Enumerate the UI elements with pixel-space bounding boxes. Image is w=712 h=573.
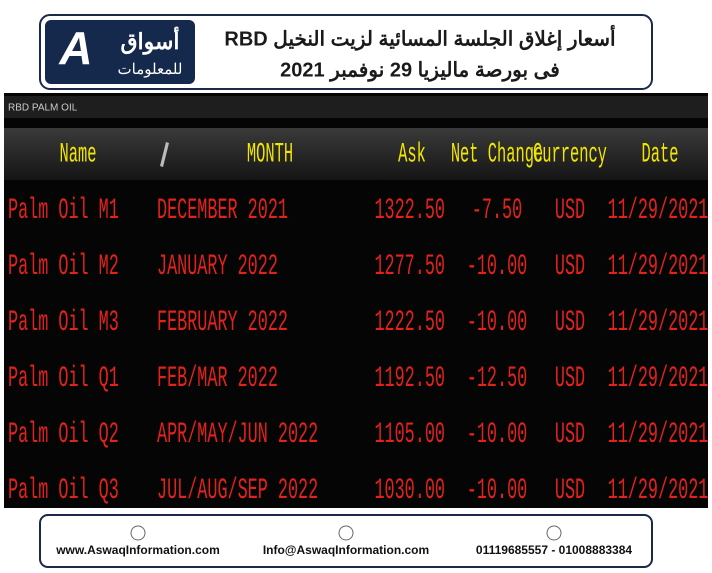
cell: Palm Oil M1 [8,194,119,227]
email: Info@AswaqInformation.com [263,543,429,557]
cell: Palm Oil M2 [8,250,119,283]
cell: USD [555,362,585,395]
column-header: MONTH [247,138,293,170]
cell: JANUARY 2022 [157,250,278,283]
phone: 01119685557 - 01008883384 [476,543,632,557]
title-line-2: فى بورصة ماليزيا 29 نوفمبر 2021 [280,59,560,82]
cell: FEB/MAR 2022 [157,362,278,395]
logo-box [45,20,195,84]
cell: 11/29/2021 [608,306,709,339]
cell: USD [555,194,585,227]
cell: 1192.50 [374,362,445,395]
column-header: Date [642,138,679,170]
cell: 1322.50 [374,194,445,227]
cell: 1030.00 [374,474,445,507]
cell: -7.50 [472,194,522,227]
cell: USD [555,306,585,339]
cell: 1277.50 [374,250,445,283]
website: www.AswaqInformation.com [55,543,220,557]
logo-subtitle: للمعلومات [118,61,183,78]
mail-icon [338,525,354,541]
cell: Palm Oil Q3 [8,474,119,507]
cell: 1222.50 [374,306,445,339]
column-header: Ask [398,138,426,170]
logo-letter: A [58,22,92,74]
cell: -10.00 [467,250,527,283]
cell: FEBRUARY 2022 [157,306,288,339]
table-title-bar [4,96,708,118]
cell: 1105.00 [374,418,445,451]
cell: -10.00 [467,306,527,339]
cell: -10.00 [467,474,527,507]
footer-box [39,514,653,568]
column-header: Name [60,138,97,170]
cell: 11/29/2021 [608,418,709,451]
cell: -10.00 [467,418,527,451]
cell: USD [555,418,585,451]
column-header: Currency [533,138,607,170]
cell: USD [555,250,585,283]
title-line-1: أسعار إغلاق الجلسة المسائية لزيت النخيل … [224,24,615,51]
cell: 11/29/2021 [608,250,709,283]
logo-name: أسواق [120,26,179,55]
column-header: Net Change [451,138,543,170]
cell: -12.50 [467,362,527,395]
cell: JUL/AUG/SEP 2022 [157,474,318,507]
cell: 11/29/2021 [608,362,709,395]
cell: Palm Oil M3 [8,306,119,339]
header-row [4,128,708,180]
phone-icon [546,525,562,541]
table-title: RBD PALM OIL [8,103,78,114]
cell: 11/29/2021 [608,474,709,507]
web-icon [130,525,146,541]
cell: DECEMBER 2021 [157,194,288,227]
cell: 11/29/2021 [608,194,709,227]
cell: Palm Oil Q2 [8,418,119,451]
cell: USD [555,474,585,507]
cell: Palm Oil Q1 [8,362,119,395]
pencil-icon [160,142,169,167]
cell: APR/MAY/JUN 2022 [157,418,318,451]
